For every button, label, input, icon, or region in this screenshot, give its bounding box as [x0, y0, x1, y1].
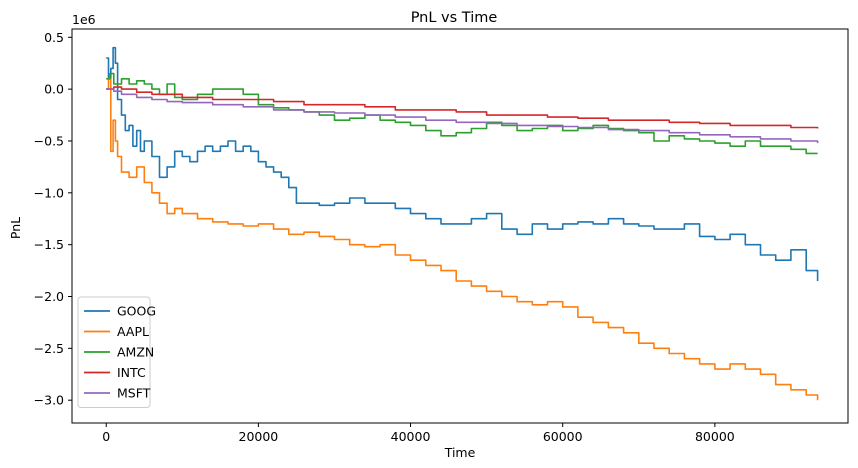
plot-area: [106, 46, 819, 401]
x-axis: 0 20000 40000 60000 80000: [102, 423, 735, 444]
x-tick-label: 20000: [239, 429, 279, 444]
series-line-amzn: [106, 72, 818, 155]
legend-label-msft: MSFT: [117, 386, 151, 401]
x-tick-label: 40000: [391, 429, 431, 444]
y-tick-label: −0.5: [34, 133, 64, 148]
legend-label-intc: INTC: [117, 365, 146, 380]
chart-title: PnL vs Time: [411, 10, 498, 26]
series-line-goog: [106, 46, 819, 281]
y-tick-label: −1.0: [34, 185, 64, 200]
y-tick-label: −3.0: [34, 393, 64, 408]
y-axis-label: PnL: [8, 217, 23, 239]
series-line-aapl: [106, 78, 819, 401]
y-scale-label: 1e6: [72, 12, 96, 27]
y-tick-label: −1.5: [34, 237, 64, 252]
series-line-intc: [106, 86, 819, 129]
y-tick-label: 0.0: [44, 82, 64, 97]
x-tick-label: 60000: [543, 429, 583, 444]
x-axis-label: Time: [444, 445, 476, 460]
series-line-msft: [106, 88, 819, 144]
y-axis: 0.5 0.0 −0.5 −1.0 −1.5 −2.0 −2.5 −3.0: [34, 30, 72, 408]
y-tick-label: 0.5: [44, 30, 64, 45]
x-tick-label: 80000: [695, 429, 735, 444]
plot-frame: [71, 28, 849, 424]
y-tick-label: −2.0: [34, 289, 64, 304]
x-tick-label: 0: [102, 429, 110, 444]
legend: GOOG AAPL AMZN INTC MSFT: [77, 296, 156, 408]
legend-box: [77, 296, 151, 408]
legend-label-goog: GOOG: [117, 304, 156, 319]
y-tick-label: −2.5: [34, 341, 64, 356]
legend-label-aapl: AAPL: [117, 324, 149, 339]
legend-label-amzn: AMZN: [117, 345, 154, 360]
